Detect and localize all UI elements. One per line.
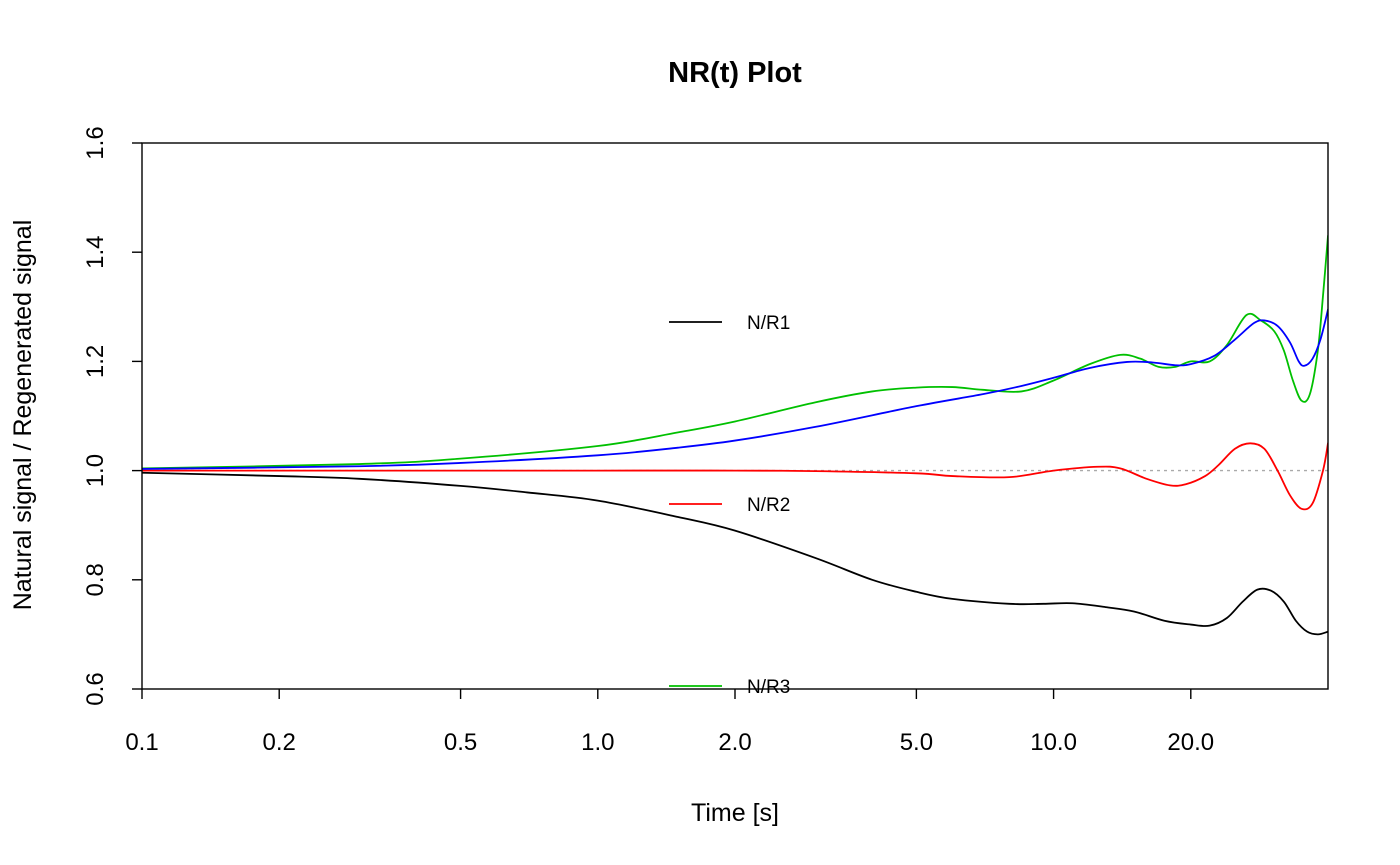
x-tick-label: 2.0 [718, 729, 751, 756]
x-axis-title: Time [s] [691, 799, 779, 827]
x-tick-label: 20.0 [1167, 729, 1214, 756]
x-tick-label: 1.0 [581, 729, 614, 756]
legend: N/R1 N/R2 N/R3 [669, 313, 790, 698]
plot-frame [141, 142, 1329, 690]
series-line-3 [142, 234, 1328, 470]
series-line-2 [142, 442, 1328, 511]
y-tick-label: 0.6 [82, 672, 109, 705]
legend-label-3: N/R3 [747, 677, 790, 698]
x-tick-label: 10.0 [1030, 729, 1077, 756]
series-layer [142, 234, 1328, 636]
x-tick-label: 0.1 [125, 729, 158, 756]
legend-label-1: N/R1 [747, 313, 790, 334]
chart-title: NR(t) Plot [668, 57, 802, 89]
x-axis: 0.1 0.2 0.5 1.0 2.0 5.0 10.0 20.0 [125, 689, 1214, 756]
x-tick-label: 5.0 [900, 729, 933, 756]
series-line-4 [142, 308, 1328, 470]
legend-label-2: N/R2 [747, 495, 790, 516]
y-axis-title: Natural signal / Regenerated signal [9, 220, 37, 611]
y-tick-label: 1.4 [82, 236, 109, 269]
series-line-1 [142, 471, 1328, 636]
y-axis: 0.6 0.8 1.0 1.2 1.4 1.6 [82, 126, 142, 706]
x-tick-label: 0.5 [444, 729, 477, 756]
x-tick-label: 0.2 [263, 729, 296, 756]
y-tick-label: 1.2 [82, 345, 109, 378]
y-tick-label: 1.6 [82, 126, 109, 159]
y-tick-label: 0.8 [82, 563, 109, 596]
y-tick-label: 1.0 [82, 454, 109, 487]
